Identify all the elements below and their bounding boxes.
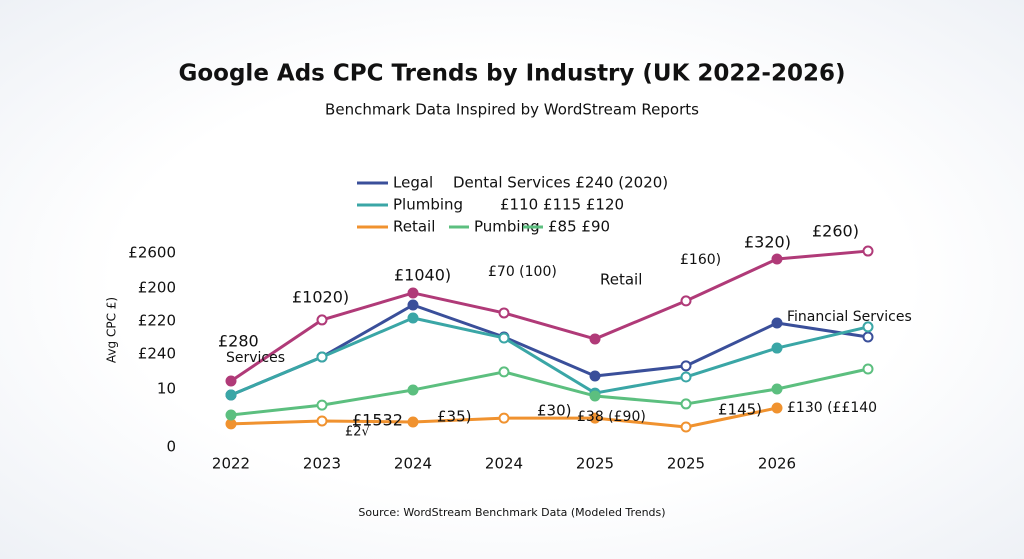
y-tick-label: 0 [166,438,176,456]
annotation: Retail [600,271,642,289]
data-point [316,351,328,363]
y-axis-label: Avg CPC £) [105,297,119,363]
x-tick-label: 2025 [576,455,614,473]
x-tick-label: 2024 [394,455,432,473]
annotation: £145) [718,401,762,419]
series-line [230,249,869,383]
y-tick-label: £220 [138,311,176,329]
annotation: £38 (£90) [577,409,646,425]
data-point [771,383,783,395]
y-tick-label: £2600 [128,244,176,262]
chart-subtitle: Benchmark Data Inspired by WordStream Re… [325,101,699,119]
y-tick-label: £240 [138,344,176,362]
data-point [680,398,692,410]
y-tick-label: £200 [138,278,176,296]
annotation: £30) [537,402,571,420]
legend-label: Plumbing [393,196,463,214]
annotation: £1040) [394,266,451,285]
legend-label: Pumbing [474,218,540,236]
legend-note: £85 £90 [548,218,610,236]
annotation: £130 (££140 [787,400,877,416]
data-point [498,366,510,378]
annotation: Services [226,350,285,366]
data-point [407,312,419,324]
data-point [316,399,328,411]
data-point [862,363,874,375]
data-point [589,412,601,424]
x-tick-label: 2025 [667,455,705,473]
x-tick-label: 2023 [303,455,341,473]
series-line [230,303,869,397]
data-point [589,333,601,345]
annotation: £320) [744,233,791,252]
series-line [230,367,869,417]
annotation: £1020) [292,288,349,307]
data-point [407,287,419,299]
annotation: £160) [680,252,721,268]
data-point [498,412,510,424]
y-tick-label: 10 [157,379,176,397]
annotation: £70 (100) [488,264,557,280]
annotation: £2√ [345,425,371,440]
data-point [680,360,692,372]
data-point [498,307,510,319]
data-point [589,370,601,382]
data-point [680,371,692,383]
data-point [498,332,510,344]
annotation: Financial Services [787,309,912,325]
data-point [225,375,237,387]
legend-note: £110 £115 £120 [500,196,624,214]
x-tick-label: 2026 [758,455,796,473]
x-tick-label: 2024 [485,455,523,473]
chart-title: Google Ads CPC Trends by Industry (UK 20… [178,61,845,87]
legend-label: Retail [393,218,435,236]
data-point [407,384,419,396]
data-point [407,416,419,428]
series-line [230,316,869,397]
data-point [771,402,783,414]
data-point [771,253,783,265]
legend-label: Legal [393,174,433,192]
x-tick-label: 2022 [212,455,250,473]
data-point [407,299,419,311]
annotation: £260) [812,222,859,241]
legend-note: Dental Services £240 (2020) [453,174,668,192]
data-point [680,421,692,433]
data-point [771,342,783,354]
annotation: £280 [218,332,259,351]
data-point [316,314,328,326]
data-point [316,415,328,427]
annotation: £1532 [352,411,403,430]
data-point [225,418,237,430]
data-point [225,389,237,401]
data-point [862,331,874,343]
source-note: Source: WordStream Benchmark Data (Model… [358,506,665,519]
data-point [862,321,874,333]
data-point [680,295,692,307]
data-point [771,317,783,329]
annotation: £35) [437,408,471,426]
data-point [225,409,237,421]
data-point [589,390,601,402]
data-point [862,245,874,257]
